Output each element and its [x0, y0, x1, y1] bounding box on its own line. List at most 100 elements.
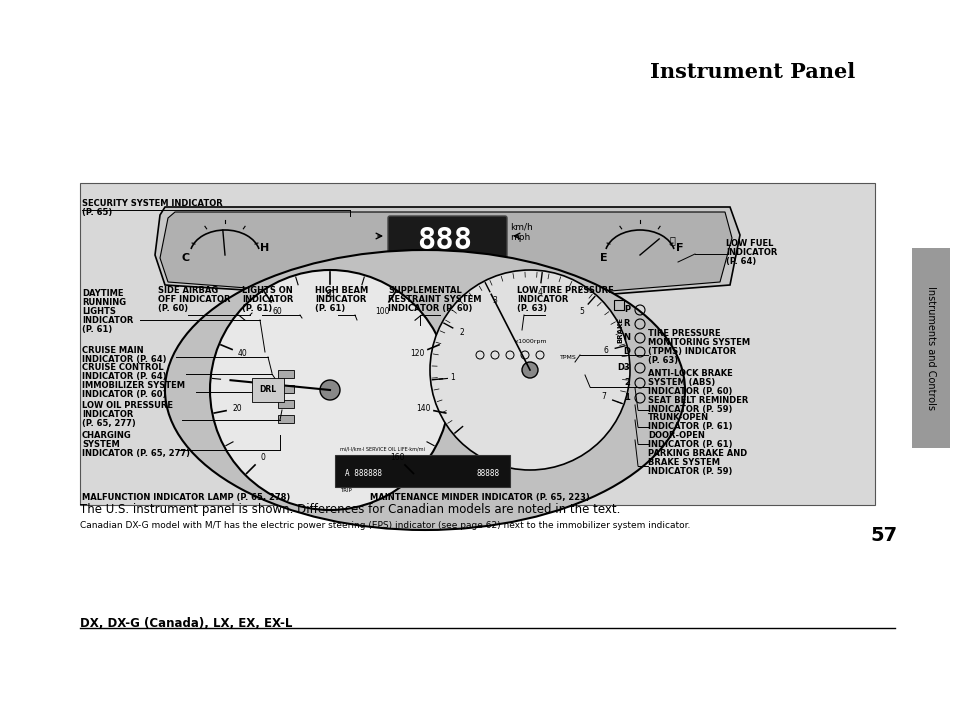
Text: (P. 65): (P. 65) [82, 208, 112, 217]
Text: 1: 1 [450, 373, 455, 382]
Text: LOW TIRE PRESSURE: LOW TIRE PRESSURE [517, 286, 613, 295]
Text: (P. 65, 277): (P. 65, 277) [82, 419, 135, 428]
Text: INDICATOR (P. 60): INDICATOR (P. 60) [388, 304, 472, 313]
Text: PARKING BRAKE AND: PARKING BRAKE AND [647, 449, 746, 458]
Bar [614, 300, 623, 310]
Text: 140: 140 [416, 404, 430, 413]
Bar [911, 248, 949, 448]
Text: (P. 61): (P. 61) [242, 304, 272, 313]
Text: E: E [599, 253, 607, 263]
Text: INDICATOR (P. 59): INDICATOR (P. 59) [647, 467, 732, 476]
Text: The U.S. instrument panel is shown. Differences for Canadian models are noted in: The U.S. instrument panel is shown. Diff… [80, 503, 619, 516]
Text: LIGHTS ON: LIGHTS ON [242, 286, 293, 295]
Text: INDICATOR: INDICATOR [725, 248, 777, 257]
Text: 57: 57 [869, 526, 896, 545]
Text: TPMS: TPMS [559, 356, 576, 361]
Text: OFF INDICATOR: OFF INDICATOR [158, 295, 231, 304]
Text: (P. 61): (P. 61) [314, 304, 345, 313]
Bar [335, 455, 510, 487]
Text: INDICATOR: INDICATOR [517, 295, 568, 304]
Text: (TPMS) INDICATOR: (TPMS) INDICATOR [647, 347, 736, 356]
Text: INDICATOR (P. 61): INDICATOR (P. 61) [647, 440, 732, 449]
Text: Canadian DX-G model with M/T has the electric power steering (EPS) indicator (se: Canadian DX-G model with M/T has the ele… [80, 521, 690, 530]
Text: 100: 100 [375, 307, 390, 315]
Text: DAYTIME: DAYTIME [82, 289, 123, 298]
Text: MAINTENANCE MINDER INDICATOR (P. 65, 223): MAINTENANCE MINDER INDICATOR (P. 65, 223… [370, 493, 589, 502]
Text: INDICATOR (P. 60): INDICATOR (P. 60) [82, 390, 166, 399]
Text: SEAT BELT REMINDER: SEAT BELT REMINDER [647, 396, 747, 405]
Text: 2: 2 [623, 378, 629, 388]
Text: SUPPLEMENTAL: SUPPLEMENTAL [388, 286, 461, 295]
Text: km/h
mph: km/h mph [510, 222, 532, 241]
Bar [277, 400, 294, 408]
Text: 3: 3 [492, 296, 497, 305]
Text: Instrument Panel: Instrument Panel [649, 62, 854, 82]
Text: CRUISE CONTROL: CRUISE CONTROL [82, 363, 164, 372]
Text: DX, DX-G (Canada), LX, EX, EX-L: DX, DX-G (Canada), LX, EX, EX-L [80, 617, 292, 630]
Text: INDICATOR (P. 60): INDICATOR (P. 60) [647, 387, 732, 396]
Bar [277, 385, 294, 393]
Text: SYSTEM (ABS): SYSTEM (ABS) [647, 378, 715, 387]
Text: F: F [676, 243, 683, 253]
Text: SYSTEM: SYSTEM [82, 440, 120, 449]
Text: LOW FUEL: LOW FUEL [725, 239, 773, 248]
Text: Instruments and Controls: Instruments and Controls [925, 286, 935, 410]
Bar [80, 183, 874, 505]
Text: D3: D3 [617, 364, 629, 373]
Text: R: R [623, 320, 629, 329]
Text: TRIP: TRIP [339, 488, 352, 493]
Circle shape [430, 270, 629, 470]
Polygon shape [160, 212, 731, 292]
Circle shape [319, 380, 339, 400]
Text: INDICATOR (P. 61): INDICATOR (P. 61) [647, 422, 732, 431]
Text: INDICATOR (P. 65, 277): INDICATOR (P. 65, 277) [82, 449, 190, 458]
Text: N: N [622, 334, 629, 342]
Text: 1: 1 [623, 393, 629, 403]
Text: LIGHTS: LIGHTS [82, 307, 115, 316]
Text: TRUNK-OPEN: TRUNK-OPEN [647, 413, 708, 422]
Text: (P. 64): (P. 64) [725, 257, 756, 266]
Polygon shape [154, 207, 740, 295]
Text: 120: 120 [410, 349, 424, 358]
Text: SECURITY SYSTEM INDICATOR: SECURITY SYSTEM INDICATOR [82, 199, 222, 208]
Text: 888: 888 [417, 226, 472, 256]
Text: CRUISE MAIN: CRUISE MAIN [82, 346, 144, 355]
Text: ×1000rpm: ×1000rpm [513, 339, 546, 344]
Text: ⛽: ⛽ [668, 235, 674, 245]
Text: 80: 80 [325, 290, 335, 300]
Text: ANTI-LOCK BRAKE: ANTI-LOCK BRAKE [647, 369, 732, 378]
Text: 88888: 88888 [476, 469, 499, 478]
Text: C: C [182, 253, 190, 263]
Text: INDICATOR: INDICATOR [82, 410, 133, 419]
Text: (P. 63): (P. 63) [647, 356, 678, 365]
Text: BRAKE SYSTEM: BRAKE SYSTEM [647, 458, 720, 467]
Text: IMMOBILIZER SYSTEM: IMMOBILIZER SYSTEM [82, 381, 185, 390]
Text: RESTRAINT SYSTEM: RESTRAINT SYSTEM [388, 295, 481, 304]
Text: 60: 60 [272, 307, 282, 315]
Text: 20: 20 [232, 404, 241, 413]
Text: INDICATOR (P. 64): INDICATOR (P. 64) [82, 355, 167, 364]
Text: INDICATOR: INDICATOR [242, 295, 294, 304]
Text: H: H [260, 243, 270, 253]
Text: INDICATOR: INDICATOR [314, 295, 366, 304]
Ellipse shape [165, 250, 684, 530]
Text: (P. 60): (P. 60) [158, 304, 188, 313]
Text: INDICATOR (P. 64): INDICATOR (P. 64) [82, 372, 167, 381]
Text: 40: 40 [237, 349, 247, 358]
Text: INDICATOR (P. 59): INDICATOR (P. 59) [647, 405, 732, 414]
Text: 5: 5 [578, 307, 583, 316]
Text: RUNNING: RUNNING [82, 298, 126, 307]
Text: BRAKE: BRAKE [617, 317, 622, 343]
Text: SIDE AIRBAG: SIDE AIRBAG [158, 286, 218, 295]
Text: HIGH BEAM: HIGH BEAM [314, 286, 368, 295]
Bar [277, 370, 294, 378]
Text: 160: 160 [390, 453, 404, 462]
Text: LOW OIL PRESSURE: LOW OIL PRESSURE [82, 401, 172, 410]
Text: CHARGING: CHARGING [82, 431, 132, 440]
Text: (P. 63): (P. 63) [517, 304, 547, 313]
Text: DOOR-OPEN: DOOR-OPEN [647, 431, 704, 440]
Text: 0: 0 [260, 453, 265, 462]
Text: MONITORING SYSTEM: MONITORING SYSTEM [647, 338, 749, 347]
Text: TIRE PRESSURE: TIRE PRESSURE [647, 329, 720, 338]
Text: MALFUNCTION INDICATOR LAMP (P. 65, 278): MALFUNCTION INDICATOR LAMP (P. 65, 278) [82, 493, 290, 502]
